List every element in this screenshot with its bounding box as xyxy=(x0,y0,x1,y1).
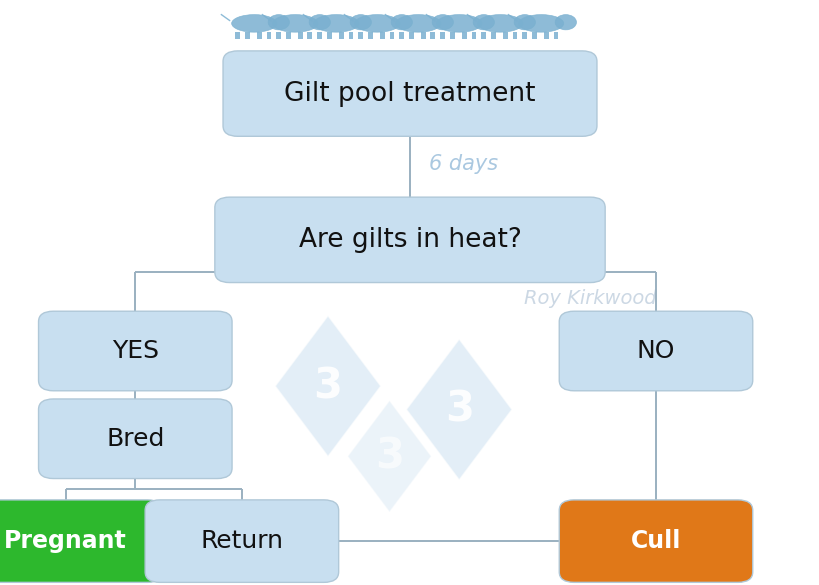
FancyBboxPatch shape xyxy=(420,32,425,39)
Circle shape xyxy=(268,15,289,30)
Text: 3: 3 xyxy=(374,435,404,477)
FancyBboxPatch shape xyxy=(440,32,445,39)
FancyBboxPatch shape xyxy=(358,32,363,39)
Circle shape xyxy=(350,15,371,30)
FancyBboxPatch shape xyxy=(430,32,435,39)
Text: Gilt pool treatment: Gilt pool treatment xyxy=(284,81,535,106)
FancyBboxPatch shape xyxy=(379,32,384,39)
Ellipse shape xyxy=(232,15,276,32)
Text: NO: NO xyxy=(636,339,674,363)
Text: Are gilts in heat?: Are gilts in heat? xyxy=(298,227,521,253)
Circle shape xyxy=(514,15,535,30)
Text: YES: YES xyxy=(111,339,159,363)
Text: 3: 3 xyxy=(313,365,342,407)
Ellipse shape xyxy=(395,15,441,32)
FancyBboxPatch shape xyxy=(553,32,558,39)
FancyBboxPatch shape xyxy=(245,32,250,39)
FancyBboxPatch shape xyxy=(317,32,322,39)
Text: 3: 3 xyxy=(444,388,473,431)
Circle shape xyxy=(432,15,453,30)
Ellipse shape xyxy=(272,15,318,32)
FancyBboxPatch shape xyxy=(471,32,476,39)
FancyBboxPatch shape xyxy=(399,32,404,39)
Text: Cull: Cull xyxy=(630,529,681,553)
FancyBboxPatch shape xyxy=(389,32,394,39)
FancyBboxPatch shape xyxy=(491,32,495,39)
FancyBboxPatch shape xyxy=(307,32,312,39)
FancyBboxPatch shape xyxy=(461,32,466,39)
Ellipse shape xyxy=(437,15,482,32)
Circle shape xyxy=(391,15,412,30)
FancyBboxPatch shape xyxy=(522,32,527,39)
FancyBboxPatch shape xyxy=(235,32,240,39)
FancyBboxPatch shape xyxy=(286,32,291,39)
Polygon shape xyxy=(275,316,380,456)
Ellipse shape xyxy=(518,15,563,32)
Ellipse shape xyxy=(355,15,400,32)
Circle shape xyxy=(473,15,494,30)
FancyBboxPatch shape xyxy=(266,32,271,39)
FancyBboxPatch shape xyxy=(256,32,261,39)
FancyBboxPatch shape xyxy=(38,311,232,391)
FancyBboxPatch shape xyxy=(409,32,414,39)
FancyBboxPatch shape xyxy=(559,500,752,583)
Polygon shape xyxy=(347,401,431,512)
FancyBboxPatch shape xyxy=(512,32,517,39)
FancyBboxPatch shape xyxy=(450,32,455,39)
FancyBboxPatch shape xyxy=(368,32,373,39)
FancyBboxPatch shape xyxy=(223,51,596,136)
Circle shape xyxy=(554,15,576,30)
Ellipse shape xyxy=(477,15,523,32)
FancyBboxPatch shape xyxy=(215,197,604,283)
Ellipse shape xyxy=(314,15,359,32)
FancyBboxPatch shape xyxy=(327,32,332,39)
Text: Bred: Bred xyxy=(106,426,165,451)
FancyBboxPatch shape xyxy=(502,32,507,39)
Text: Roy Kirkwood: Roy Kirkwood xyxy=(523,289,656,308)
FancyBboxPatch shape xyxy=(348,32,353,39)
FancyBboxPatch shape xyxy=(0,500,162,583)
Circle shape xyxy=(309,15,330,30)
Text: 6 days: 6 days xyxy=(428,154,497,174)
FancyBboxPatch shape xyxy=(543,32,548,39)
FancyBboxPatch shape xyxy=(38,399,232,479)
FancyBboxPatch shape xyxy=(145,500,338,583)
FancyBboxPatch shape xyxy=(297,32,302,39)
Text: Pregnant: Pregnant xyxy=(4,529,127,553)
Polygon shape xyxy=(406,339,511,480)
FancyBboxPatch shape xyxy=(559,311,752,391)
FancyBboxPatch shape xyxy=(338,32,343,39)
FancyBboxPatch shape xyxy=(532,32,536,39)
FancyBboxPatch shape xyxy=(276,32,281,39)
Text: Return: Return xyxy=(200,529,283,553)
FancyBboxPatch shape xyxy=(481,32,486,39)
